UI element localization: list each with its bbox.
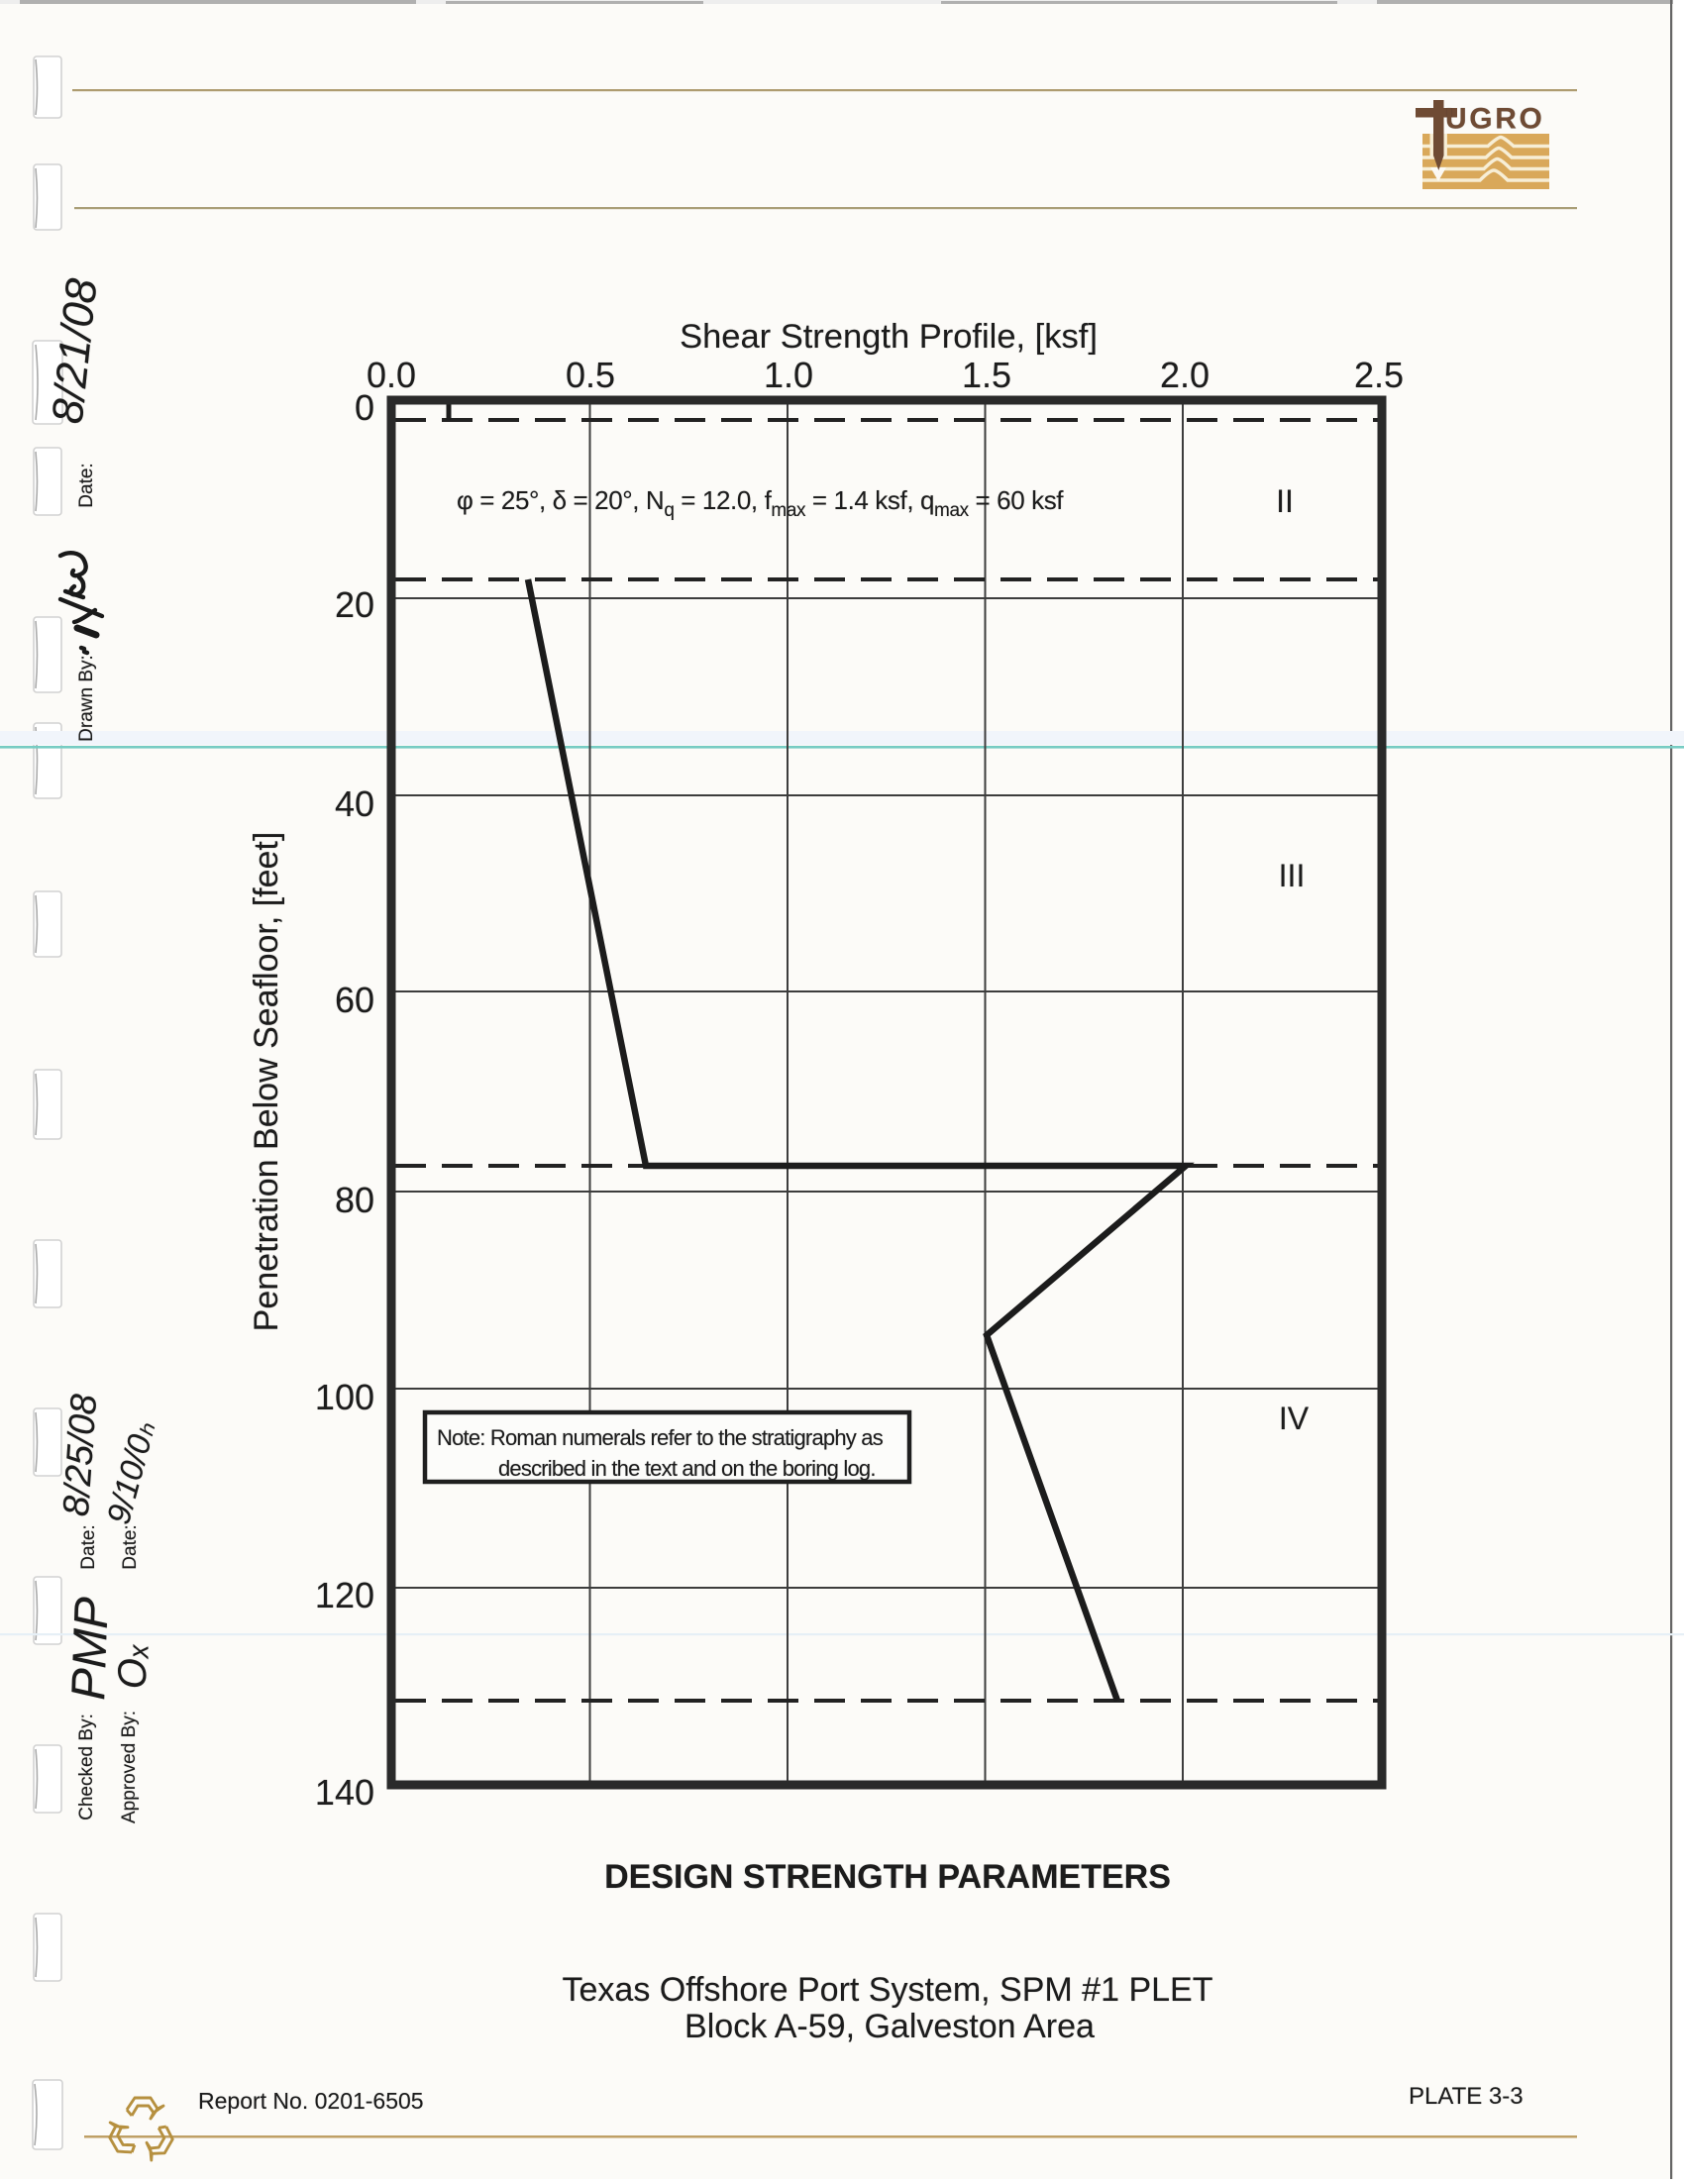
svg-text:Block A-59, Galveston Area: Block A-59, Galveston Area [684, 2008, 1095, 2045]
svg-text:60: 60 [335, 980, 374, 1020]
svg-text:Texas Offshore Port System, SP: Texas Offshore Port System, SPM #1 PLET [563, 1971, 1213, 2009]
svg-text:0.0: 0.0 [367, 355, 416, 395]
svg-text:1.5: 1.5 [962, 355, 1011, 395]
svg-text:Shear Strength Profile, [ksf]: Shear Strength Profile, [ksf] [680, 318, 1098, 356]
svg-text:IV: IV [1279, 1401, 1310, 1436]
svg-text:0.5: 0.5 [566, 355, 615, 395]
svg-text:Date:: Date: [78, 1524, 99, 1569]
svg-text:100: 100 [315, 1377, 374, 1417]
svg-text:140: 140 [315, 1772, 374, 1813]
svg-text:0: 0 [355, 387, 374, 428]
svg-text:40: 40 [335, 783, 374, 824]
svg-text:described in the text and on t: described in the text and on the boring … [498, 1456, 876, 1481]
svg-text:20: 20 [335, 584, 374, 625]
svg-text:1.0: 1.0 [764, 355, 813, 395]
svg-text:2.5: 2.5 [1354, 355, 1404, 395]
svg-text:Penetration Below Seafloor, [f: Penetration Below Seafloor, [feet] [248, 832, 285, 1332]
svg-text:120: 120 [315, 1575, 374, 1615]
svg-text:Note: Roman numerals refer to: Note: Roman numerals refer to the strati… [437, 1425, 884, 1450]
svg-text:III: III [1279, 858, 1306, 893]
svg-text:Date:: Date: [120, 1524, 141, 1569]
svg-text:2.0: 2.0 [1160, 355, 1210, 395]
svg-text:Report No. 0201-6505: Report No. 0201-6505 [198, 2088, 424, 2114]
svg-text:II: II [1276, 483, 1294, 519]
svg-text:PLATE 3-3: PLATE 3-3 [1409, 2083, 1524, 2110]
svg-text:UGRO: UGRO [1445, 103, 1544, 136]
svg-text:Date:: Date: [76, 463, 97, 507]
svg-text:Drawn By:: Drawn By: [76, 655, 97, 742]
svg-text:Approved By:: Approved By: [119, 1711, 140, 1823]
svg-text:DESIGN STRENGTH PARAMETERS: DESIGN STRENGTH PARAMETERS [604, 1858, 1171, 1896]
svg-text:PMP: PMP [62, 1597, 119, 1702]
svg-text:80: 80 [335, 1180, 374, 1220]
svg-text:Oₓ: Oₓ [111, 1643, 155, 1689]
svg-text:Checked By:: Checked By: [76, 1714, 97, 1820]
svg-text:8/25/08: 8/25/08 [55, 1393, 105, 1517]
